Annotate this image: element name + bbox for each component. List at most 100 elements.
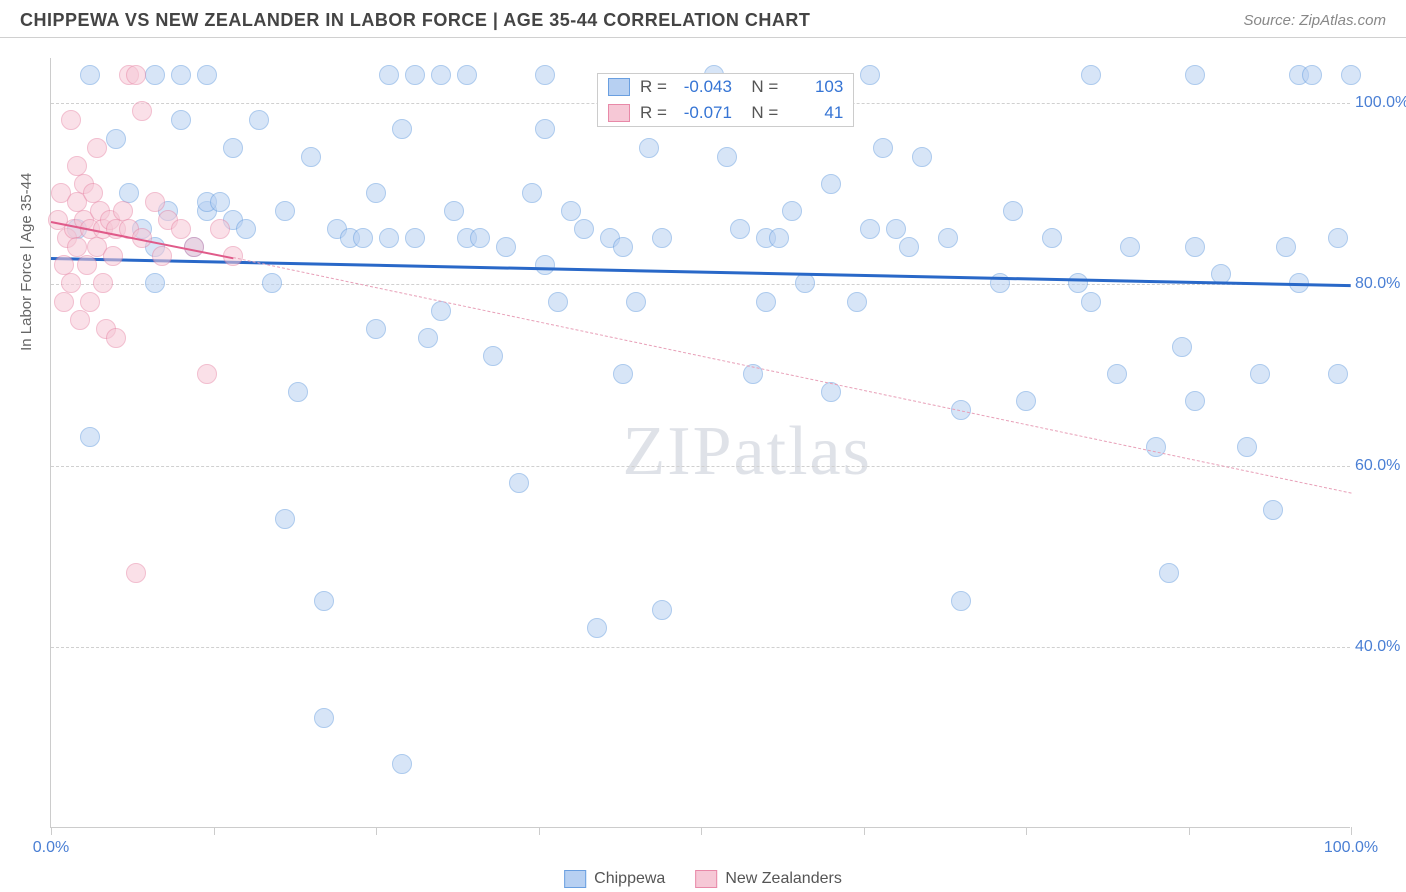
data-point [366,319,386,339]
data-point [61,110,81,130]
x-tick [51,827,52,835]
y-tick-label: 100.0% [1355,94,1406,112]
data-point [873,138,893,158]
data-point [197,364,217,384]
y-tick-label: 80.0% [1355,275,1406,293]
data-point [1120,237,1140,257]
data-point [171,65,191,85]
data-point [106,328,126,348]
data-point [769,228,789,248]
data-point [782,201,802,221]
data-point [1276,237,1296,257]
data-point [103,246,123,266]
x-tick-label: 100.0% [1324,839,1378,857]
data-point [67,237,87,257]
data-point [548,292,568,312]
stat-n-label: N = [742,77,778,97]
data-point [1185,237,1205,257]
data-point [353,228,373,248]
data-point [756,292,776,312]
data-point [418,328,438,348]
data-point [561,201,581,221]
data-point [899,237,919,257]
data-point [483,346,503,366]
stat-n-value: 103 [788,77,843,97]
data-point [93,273,113,293]
data-point [1042,228,1062,248]
legend-swatch [608,104,630,122]
data-point [795,273,815,293]
data-point [886,219,906,239]
data-point [1341,65,1361,85]
data-point [119,183,139,203]
data-point [1185,391,1205,411]
y-tick-label: 60.0% [1355,457,1406,475]
data-point [87,138,107,158]
data-point [67,156,87,176]
data-point [145,65,165,85]
data-point [314,591,334,611]
stat-r-label: R = [640,77,667,97]
data-point [405,65,425,85]
data-point [145,273,165,293]
data-point [61,273,81,293]
data-point [145,192,165,212]
data-point [210,192,230,212]
gridline [51,466,1350,467]
data-point [197,65,217,85]
data-point [262,273,282,293]
data-point [54,255,74,275]
data-point [847,292,867,312]
data-point [314,708,334,728]
legend-swatch [695,870,717,888]
data-point [509,473,529,493]
data-point [470,228,490,248]
data-point [860,65,880,85]
data-point [522,183,542,203]
data-point [1328,364,1348,384]
trend-line [51,257,1351,287]
data-point [1081,292,1101,312]
x-tick [1026,827,1027,835]
data-point [288,382,308,402]
x-tick [539,827,540,835]
stat-r-label: R = [640,103,667,123]
legend-label: Chippewa [594,870,665,888]
x-tick [376,827,377,835]
data-point [821,174,841,194]
data-point [1016,391,1036,411]
data-point [1185,65,1205,85]
x-tick [864,827,865,835]
data-point [860,219,880,239]
trend-line [233,257,1351,494]
x-tick [1189,827,1190,835]
legend-swatch [564,870,586,888]
stat-n-label: N = [742,103,778,123]
data-point [379,65,399,85]
data-point [236,219,256,239]
data-point [730,219,750,239]
data-point [652,228,672,248]
data-point [106,129,126,149]
data-point [626,292,646,312]
data-point [83,183,103,203]
stats-legend: R =-0.043 N =103R =-0.071 N =41 [597,73,854,127]
stat-n-value: 41 [788,103,843,123]
stat-r-value: -0.043 [677,77,732,97]
data-point [171,110,191,130]
data-point [574,219,594,239]
data-point [1237,437,1257,457]
data-point [80,427,100,447]
data-point [275,201,295,221]
data-point [951,591,971,611]
data-point [613,237,633,257]
data-point [1159,563,1179,583]
stats-row: R =-0.071 N =41 [598,100,853,126]
data-point [1250,364,1270,384]
data-point [54,292,74,312]
data-point [249,110,269,130]
scatter-chart: ZIPatlas 40.0%60.0%80.0%100.0%0.0%100.0%… [50,58,1350,828]
data-point [1107,364,1127,384]
x-tick-label: 0.0% [33,839,69,857]
legend-swatch [608,78,630,96]
